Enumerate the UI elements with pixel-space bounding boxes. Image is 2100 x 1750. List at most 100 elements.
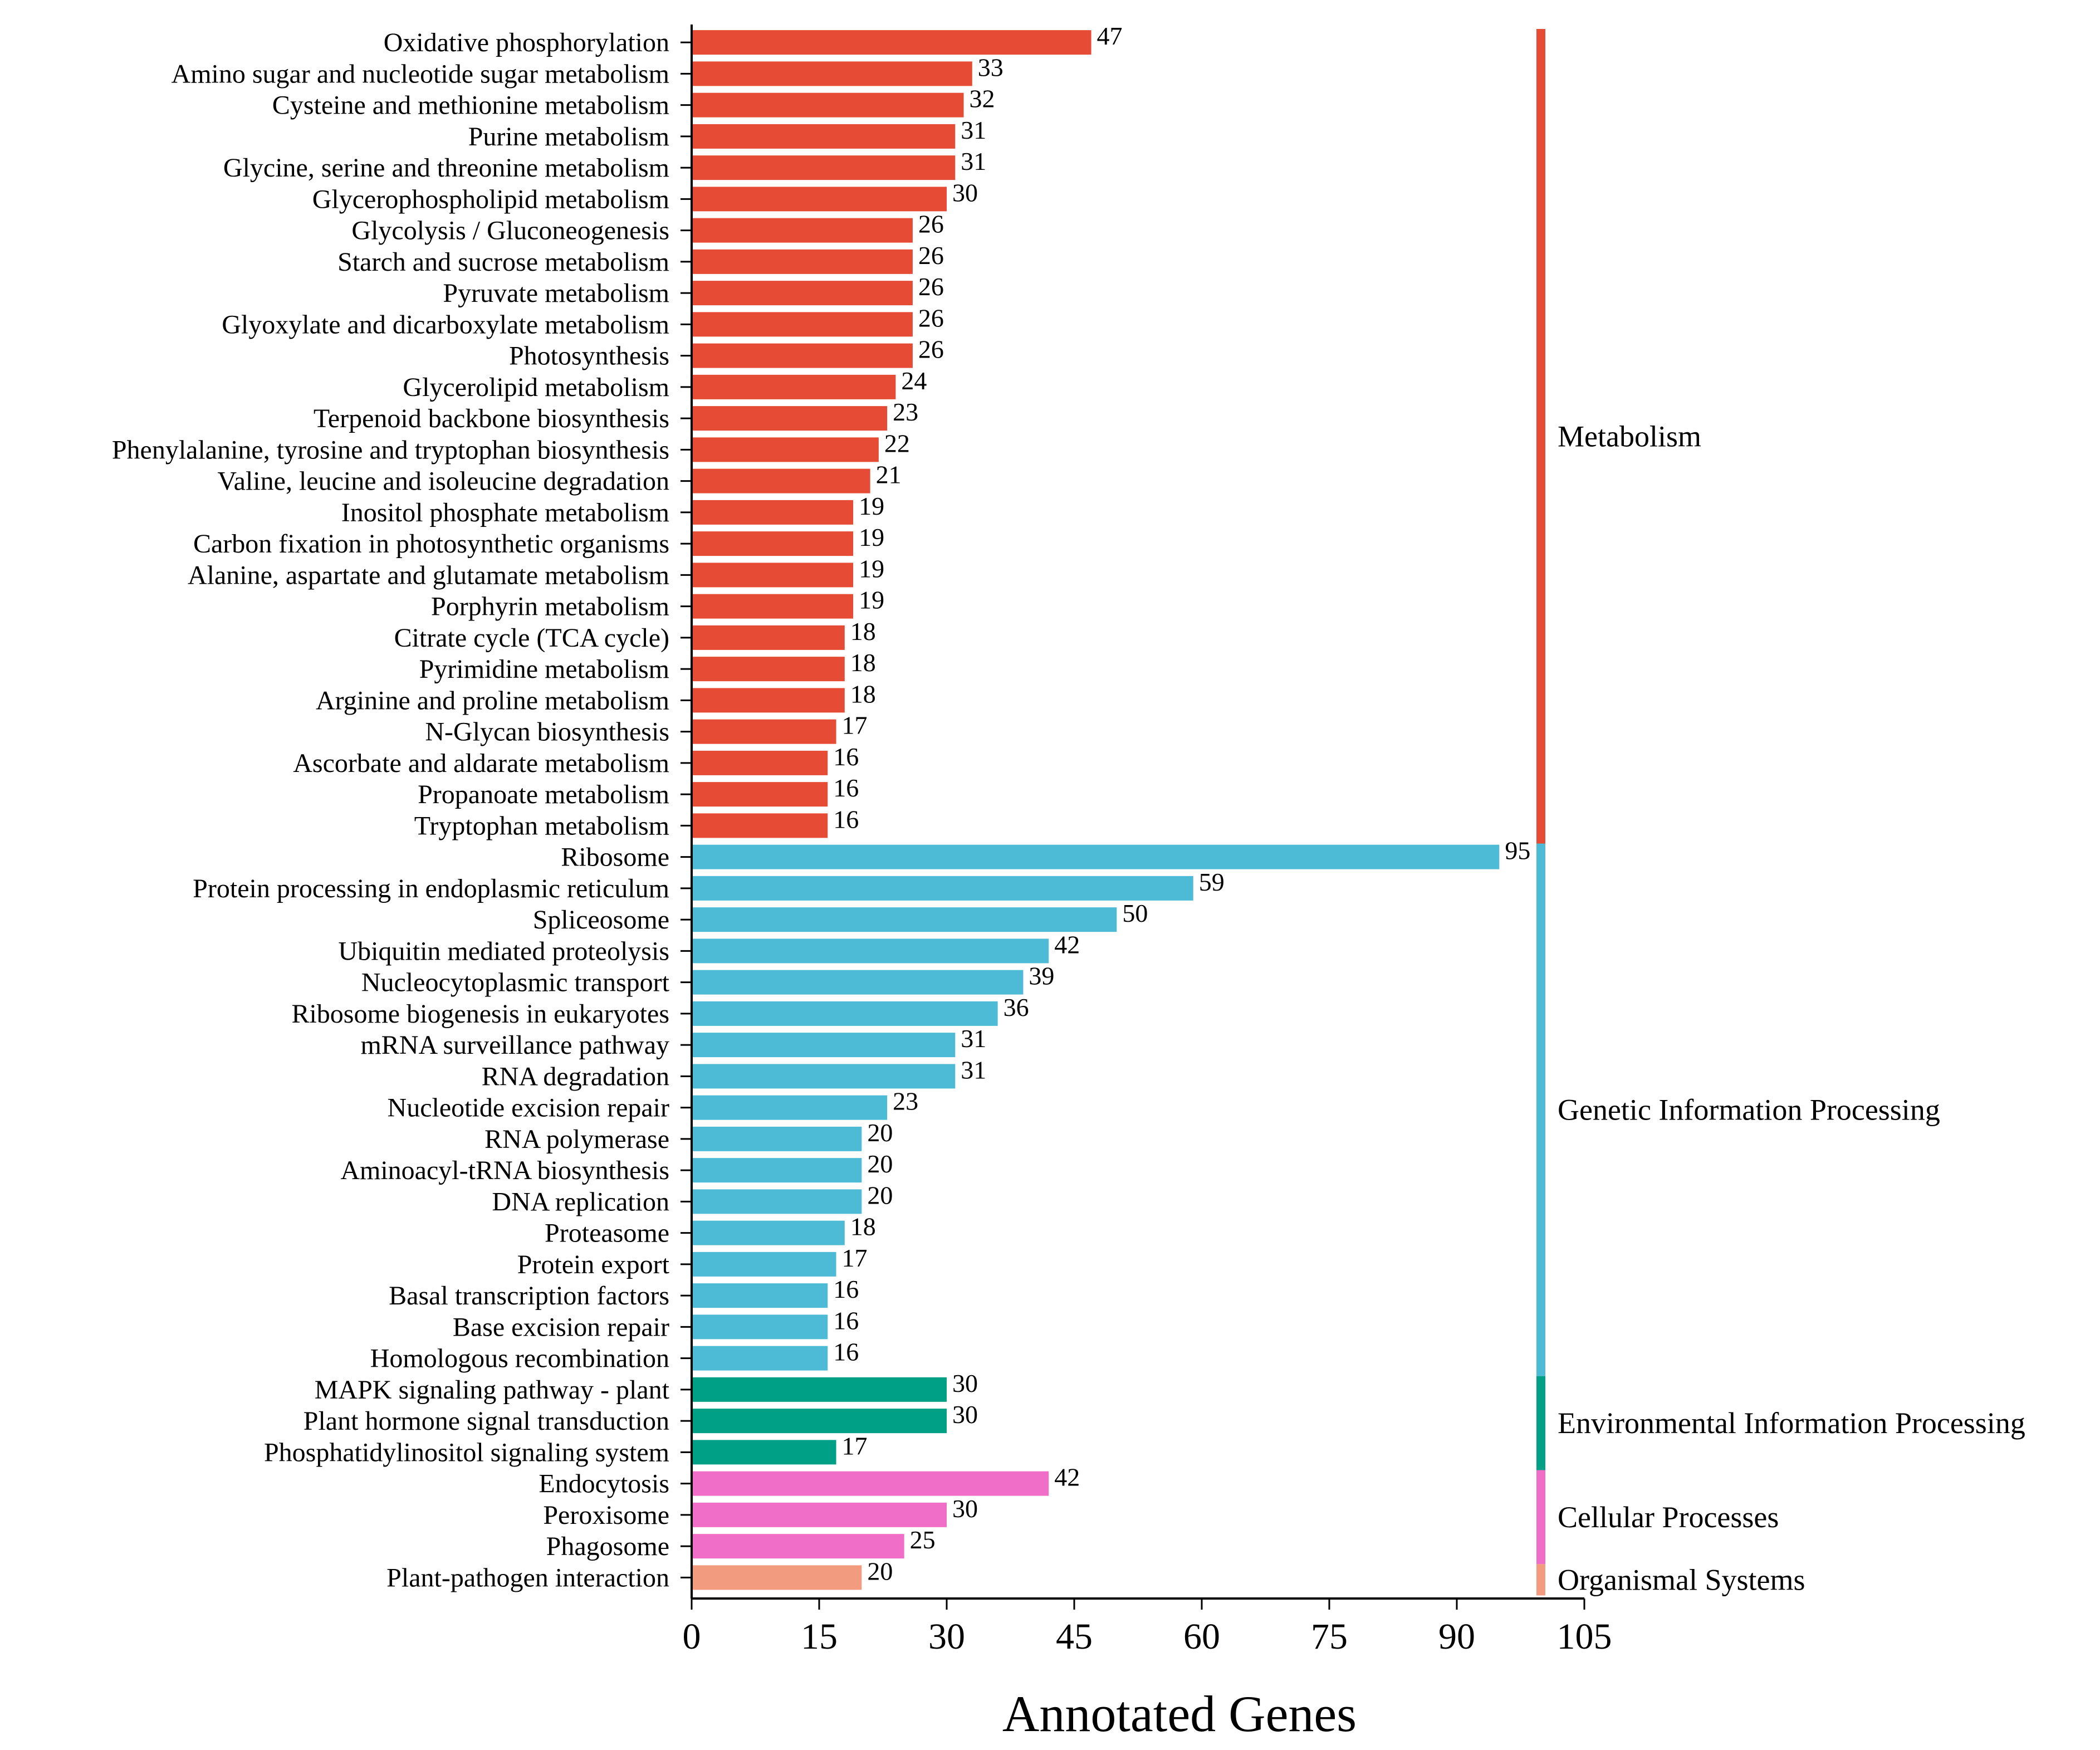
- bar: [692, 844, 1500, 869]
- group-indicator-bar: [1536, 1564, 1545, 1596]
- bar: [692, 187, 947, 212]
- x-tick-label: 90: [1438, 1616, 1475, 1657]
- category-label: Protein processing in endoplasmic reticu…: [193, 874, 669, 903]
- category-label: MAPK signaling pathway - plant: [315, 1375, 670, 1405]
- group-indicators: Metabolism Genetic Information Processing…: [1536, 29, 2025, 1596]
- category-label: Proteasome: [545, 1219, 669, 1248]
- value-label: 26: [918, 241, 944, 270]
- value-label: 33: [978, 53, 1004, 81]
- category-label: Purine metabolism: [468, 122, 669, 151]
- value-label: 18: [850, 648, 876, 677]
- category-label: Peroxisome: [543, 1500, 669, 1530]
- value-label: 16: [833, 742, 859, 771]
- category-label: Glycolysis / Gluconeogenesis: [351, 216, 669, 246]
- value-label: 17: [842, 711, 868, 740]
- bar: [692, 657, 845, 682]
- bar: [692, 312, 913, 337]
- bar: [692, 1314, 828, 1340]
- bar: [692, 155, 956, 180]
- category-label: Cysteine and methionine metabolism: [272, 91, 669, 120]
- category-label: RNA polymerase: [484, 1125, 669, 1154]
- value-label: 31: [961, 1055, 986, 1084]
- axes: [691, 25, 1584, 1600]
- bar: [692, 468, 870, 493]
- value-label: 24: [901, 366, 927, 395]
- group-label: Metabolism: [1558, 419, 1701, 453]
- value-label: 31: [961, 147, 986, 175]
- bar: [692, 594, 854, 619]
- value-label: 16: [833, 774, 859, 802]
- value-label: 42: [1054, 930, 1080, 959]
- bar: [692, 374, 896, 399]
- category-label: Pyruvate metabolism: [443, 278, 669, 308]
- value-label: 95: [1505, 837, 1530, 865]
- category-label: Ribosome: [561, 843, 669, 872]
- value-label: 16: [833, 805, 859, 833]
- bar: [692, 1440, 836, 1465]
- category-label: Ribosome biogenesis in eukaryotes: [291, 999, 669, 1029]
- bar: [692, 1471, 1049, 1496]
- bar: [692, 1064, 956, 1089]
- category-label: Starch and sucrose metabolism: [337, 247, 669, 277]
- bar: [692, 500, 854, 525]
- bar: [692, 750, 828, 775]
- bar: [692, 625, 845, 650]
- bar: [692, 1126, 862, 1151]
- value-label: 21: [876, 461, 902, 489]
- category-label: Ascorbate and aldarate metabolism: [293, 749, 669, 778]
- bar: [692, 1346, 828, 1371]
- bar: [692, 531, 854, 556]
- value-label: 39: [1029, 962, 1054, 990]
- category-label: Protein export: [517, 1250, 670, 1279]
- value-label: 17: [842, 1431, 868, 1460]
- value-label: 20: [867, 1118, 893, 1147]
- bar: [692, 876, 1193, 901]
- group-indicator-bar: [1536, 1376, 1545, 1470]
- y-axis-ticks: [681, 41, 692, 1578]
- category-label: Phosphatidylinositol signaling system: [264, 1438, 669, 1467]
- group-indicator-bar: [1536, 843, 1545, 1376]
- category-label: Base excision repair: [453, 1312, 669, 1342]
- category-label: Photosynthesis: [509, 341, 669, 371]
- bar: [692, 1409, 947, 1434]
- category-label: mRNA surveillance pathway: [360, 1030, 669, 1060]
- category-label: Carbon fixation in photosynthetic organi…: [193, 529, 669, 559]
- group-indicator-bar: [1536, 29, 1545, 844]
- bar: [692, 1252, 836, 1277]
- bar: [692, 813, 828, 838]
- x-tick-label: 105: [1557, 1616, 1612, 1657]
- bar: [692, 249, 913, 274]
- value-label: 47: [1097, 22, 1123, 50]
- bar: [692, 1377, 947, 1402]
- value-label: 26: [918, 304, 944, 332]
- group-label: Cellular Processes: [1558, 1500, 1779, 1534]
- value-label: 31: [961, 116, 986, 144]
- x-tick-label: 0: [683, 1616, 701, 1657]
- x-tick-label: 45: [1056, 1616, 1093, 1657]
- bar: [692, 437, 879, 462]
- x-tick-label: 15: [801, 1616, 838, 1657]
- value-label: 20: [867, 1181, 893, 1209]
- category-label: Arginine and proline metabolism: [316, 686, 669, 715]
- value-label: 16: [833, 1338, 859, 1366]
- category-label: Ubiquitin mediated proteolysis: [338, 936, 669, 966]
- x-tick-label: 60: [1183, 1616, 1220, 1657]
- category-label: N-Glycan biosynthesis: [425, 717, 669, 747]
- bar: [692, 938, 1049, 964]
- bar: [692, 124, 956, 149]
- value-label: 22: [884, 429, 910, 457]
- value-label: 19: [859, 492, 884, 520]
- bar: [692, 61, 972, 86]
- bar: [692, 1033, 956, 1058]
- category-label: Oxidative phosphorylation: [384, 28, 669, 57]
- category-label: Porphyrin metabolism: [431, 592, 669, 622]
- category-label: Amino sugar and nucleotide sugar metabol…: [172, 59, 669, 89]
- bar: [692, 1502, 947, 1527]
- value-label: 36: [1004, 993, 1029, 1021]
- value-label: 23: [893, 1087, 918, 1116]
- x-tick-label: 30: [928, 1616, 965, 1657]
- value-label: 18: [850, 617, 876, 646]
- group-label: Environmental Information Processing: [1558, 1406, 2025, 1440]
